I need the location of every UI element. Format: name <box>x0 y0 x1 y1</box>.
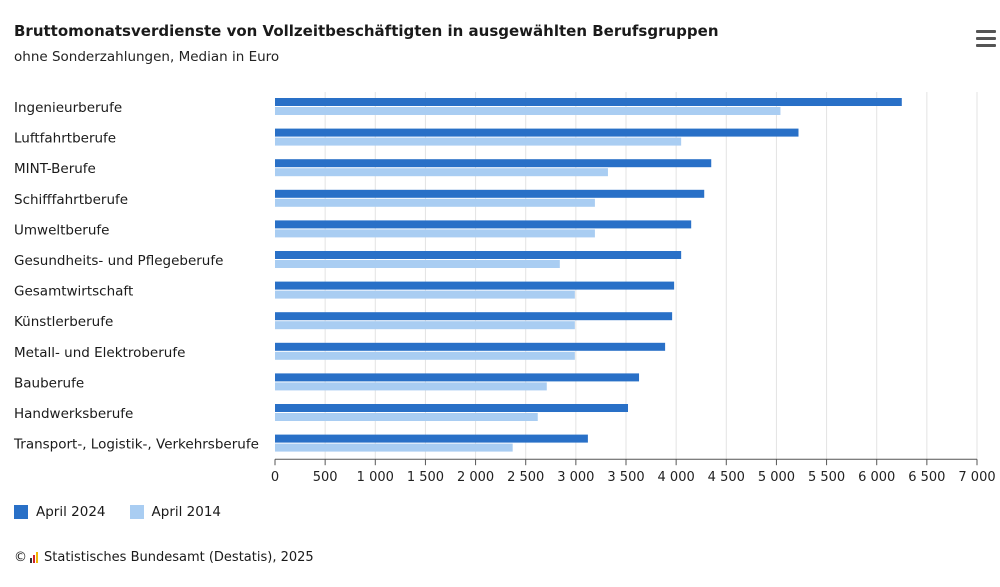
bar-april-2024 <box>275 404 629 412</box>
x-tick-label: 2 000 <box>457 470 494 485</box>
x-tick-label: 7 000 <box>958 470 995 485</box>
x-tick-label: 500 <box>313 470 338 485</box>
x-tick-label: 1 000 <box>357 470 394 485</box>
bar-april-2014 <box>275 107 781 115</box>
legend-item-april-2014[interactable]: April 2014 <box>129 504 222 520</box>
bar-april-2024 <box>275 281 675 290</box>
category-label: Handwerksberufe <box>14 406 133 422</box>
bar-april-2024 <box>275 434 588 443</box>
bar-april-2024 <box>275 251 682 259</box>
x-tick-label: 4 000 <box>658 470 695 485</box>
category-label: Schifffahrtberufe <box>14 192 128 208</box>
bar-april-2014 <box>275 229 595 238</box>
category-label: Umweltberufe <box>14 222 109 238</box>
legend-label-april-2024: April 2024 <box>36 504 106 520</box>
bar-april-2014 <box>275 260 560 268</box>
bar-april-2014 <box>275 137 682 146</box>
bar-april-2014 <box>275 382 547 391</box>
bar-april-2024 <box>275 312 673 321</box>
category-label: Gesundheits- und Pflegeberufe <box>14 253 223 269</box>
bar-april-2024 <box>275 159 712 168</box>
x-tick-label: 1 500 <box>407 470 444 485</box>
bar-april-2024 <box>275 373 640 382</box>
category-label: Gesamtwirtschaft <box>14 284 133 300</box>
bar-april-2014 <box>275 198 595 207</box>
category-label: Ingenieurberufe <box>14 100 122 116</box>
legend-item-april-2024[interactable]: April 2024 <box>14 504 106 520</box>
bar-april-2014 <box>275 443 513 452</box>
bar-april-2014 <box>275 290 575 299</box>
bar-april-2024 <box>275 220 692 229</box>
category-label: Luftfahrtberufe <box>14 131 116 147</box>
x-tick-label: 6 000 <box>858 470 895 485</box>
copyright-symbol: © <box>14 550 27 565</box>
x-tick-label: 5 500 <box>808 470 845 485</box>
bar-april-2014 <box>275 168 608 177</box>
x-tick-label: 3 500 <box>607 470 644 485</box>
category-label: Künstlerberufe <box>14 314 113 330</box>
hamburger-menu-icon[interactable] <box>976 30 996 48</box>
x-tick-label: 6 500 <box>908 470 945 485</box>
destatis-logo-icon <box>30 552 38 563</box>
x-tick-label: 5 000 <box>758 470 795 485</box>
bar-april-2024 <box>275 128 799 137</box>
x-tick-label: 3 000 <box>557 470 594 485</box>
category-label: Metall- und Elektroberufe <box>14 345 185 361</box>
source-credit: © Statistisches Bundesamt (Destatis), 20… <box>14 550 314 565</box>
bar-chart: 0 500 1 000 1 500 2 000 2 500 3 000 3 500 4 000 4… <box>13 92 996 485</box>
category-label: Transport-, Logistik-, Verkehrsberufe <box>13 437 259 453</box>
bar-april-2024 <box>275 98 902 106</box>
category-label: MINT-Berufe <box>14 161 96 177</box>
x-tick-label: 0 <box>271 470 279 485</box>
bar-april-2014 <box>275 321 575 330</box>
category-label: Bauberufe <box>14 375 84 391</box>
legend-swatch-april-2014 <box>129 505 144 519</box>
bar-april-2024 <box>275 342 666 351</box>
x-tick-label: 4 500 <box>708 470 745 485</box>
source-text: Statistisches Bundesamt (Destatis), 2025 <box>44 550 314 565</box>
bar-april-2014 <box>275 351 575 360</box>
bar-april-2014 <box>275 413 538 421</box>
bar-april-2024 <box>275 189 705 198</box>
x-tick-label: 2 500 <box>507 470 544 485</box>
legend-swatch-april-2024 <box>14 505 28 519</box>
chart-subtitle: ohne Sonderzahlungen, Median in Euro <box>14 49 280 65</box>
chart-title: Bruttomonatsverdienste von Vollzeitbesch… <box>14 22 719 40</box>
chart-legend: April 2024 April 2014 <box>14 504 221 520</box>
legend-label-april-2014: April 2014 <box>151 504 222 520</box>
